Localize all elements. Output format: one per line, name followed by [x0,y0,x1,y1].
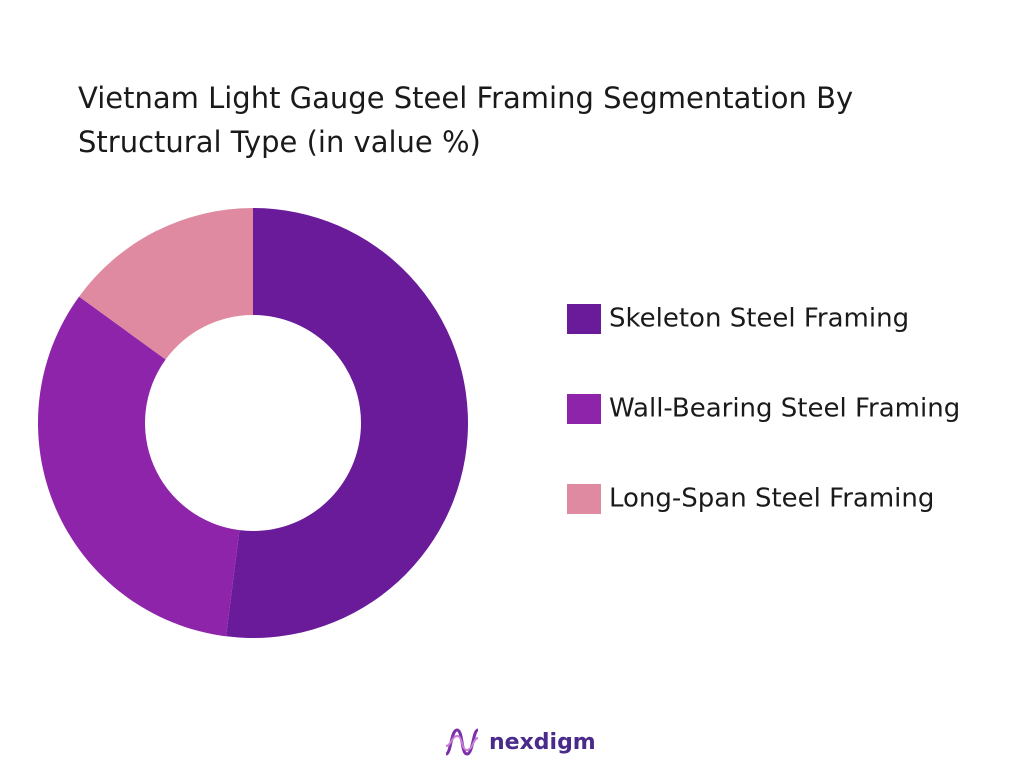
legend-swatch [567,394,601,424]
legend-label: Wall-Bearing Steel Framing [609,394,960,424]
logo-icon [445,728,479,756]
pie-slice [226,208,468,638]
legend-swatch [567,484,601,514]
chart-title: Vietnam Light Gauge Steel Framing Segmen… [78,81,854,159]
chart: Skeleton Steel Framing Wall-Bearing Steel… [37,208,960,638]
pie-slice [79,208,254,360]
legend-label: Skeleton Steel Framing [609,304,909,334]
legend-swatch [567,304,601,334]
logo: nexdigm [443,722,596,762]
legend-label: Long-Span Steel Framing [609,484,934,514]
logo-text: nexdigm [489,729,596,755]
pie-slice [37,296,240,637]
